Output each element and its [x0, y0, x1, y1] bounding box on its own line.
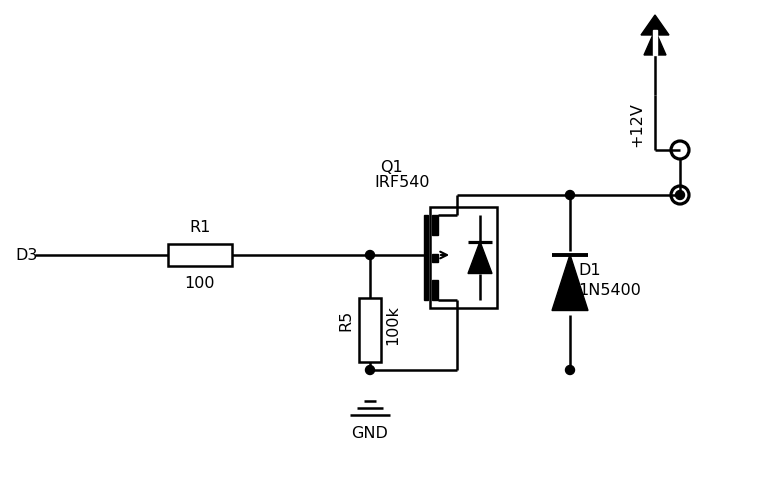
Text: GND: GND — [352, 425, 388, 441]
Polygon shape — [468, 242, 492, 273]
Text: D1: D1 — [578, 263, 601, 278]
Text: 1N5400: 1N5400 — [578, 283, 641, 298]
Bar — [359, 298, 381, 362]
Polygon shape — [644, 30, 666, 55]
Circle shape — [566, 191, 574, 200]
Text: R1: R1 — [189, 220, 211, 235]
Polygon shape — [653, 30, 657, 55]
Polygon shape — [641, 15, 669, 35]
Circle shape — [366, 250, 374, 259]
Text: R5: R5 — [338, 309, 353, 331]
Text: 100k: 100k — [385, 305, 400, 345]
Text: D3: D3 — [15, 248, 37, 262]
Text: Q1: Q1 — [380, 159, 403, 174]
Polygon shape — [432, 280, 438, 300]
Text: IRF540: IRF540 — [374, 174, 429, 190]
Text: 100: 100 — [184, 275, 215, 290]
Bar — [430, 207, 497, 308]
Circle shape — [566, 366, 574, 374]
Polygon shape — [552, 254, 588, 310]
Polygon shape — [424, 215, 428, 300]
Circle shape — [676, 191, 684, 200]
Polygon shape — [432, 253, 438, 261]
Circle shape — [366, 366, 374, 374]
Polygon shape — [432, 215, 438, 235]
Bar — [168, 244, 232, 266]
Text: +12V: +12V — [629, 103, 645, 147]
